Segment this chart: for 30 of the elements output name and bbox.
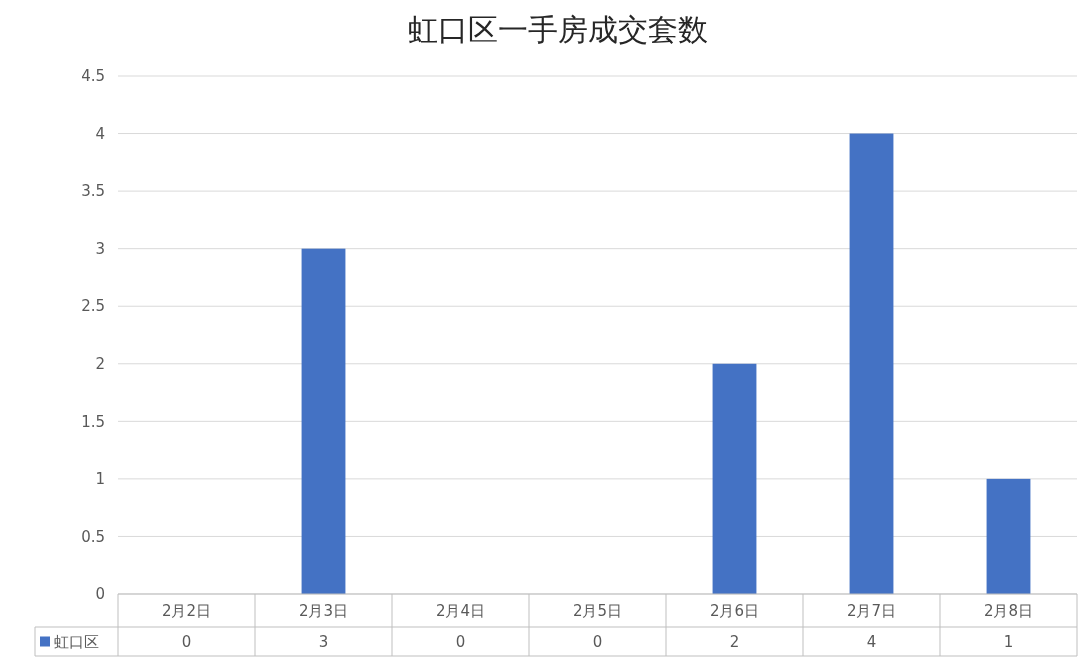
x-tick-label: 2月3日 <box>298 601 349 620</box>
bar <box>986 478 1031 594</box>
y-tick-label: 2 <box>95 355 105 374</box>
data-label: 2 <box>729 632 740 651</box>
bar <box>712 363 757 594</box>
y-tick-label: 4.5 <box>81 67 105 86</box>
y-tick-label: 3.5 <box>81 182 105 201</box>
y-tick-label: 4 <box>95 124 105 143</box>
legend-label: 虹口区 <box>54 632 99 651</box>
data-label: 4 <box>866 632 877 651</box>
x-tick-label: 2月4日 <box>435 601 486 620</box>
x-tick-label: 2月6日 <box>709 601 760 620</box>
data-label: 0 <box>455 632 466 651</box>
y-tick-label: 1.5 <box>81 412 105 431</box>
bar <box>301 248 346 594</box>
y-tick-label: 2.5 <box>81 297 105 316</box>
x-tick-label: 2月5日 <box>572 601 623 620</box>
x-tick-label: 2月8日 <box>983 601 1034 620</box>
y-tick-label: 1 <box>95 470 105 489</box>
y-tick-label: 0 <box>95 585 105 604</box>
data-label: 3 <box>318 632 329 651</box>
bar <box>849 133 894 594</box>
y-tick-label: 0.5 <box>81 527 105 546</box>
chart-title: 虹口区一手房成交套数 <box>408 12 708 47</box>
data-label: 1 <box>1003 632 1014 651</box>
y-tick-label: 3 <box>95 239 105 258</box>
data-label: 0 <box>592 632 603 651</box>
x-tick-label: 2月2日 <box>161 601 212 620</box>
x-tick-label: 2月7日 <box>846 601 897 620</box>
data-label: 0 <box>181 632 192 651</box>
